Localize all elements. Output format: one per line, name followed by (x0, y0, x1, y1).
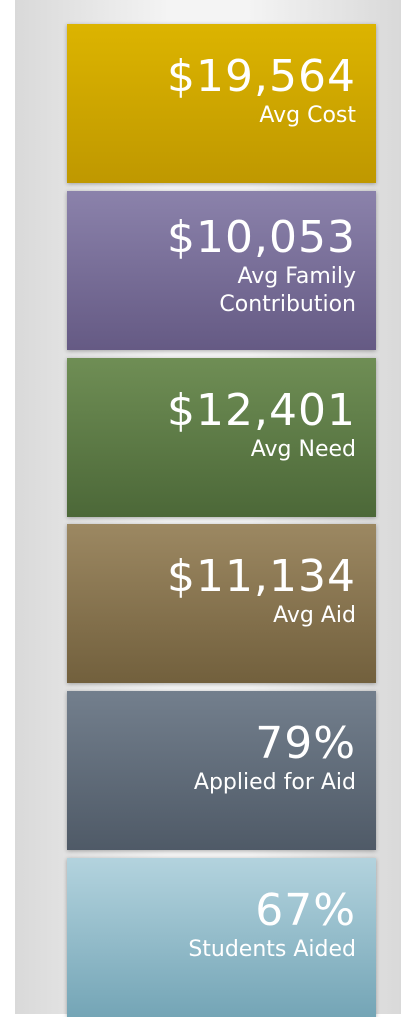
stat-label: Avg Aid (273, 603, 356, 628)
stat-value: 67% (255, 885, 356, 936)
stat-value: $19,564 (167, 51, 356, 102)
stat-value: $12,401 (167, 385, 356, 436)
stat-tile: $10,053 Avg Family Contribution (67, 191, 376, 350)
stat-tile: $19,564 Avg Cost (67, 24, 376, 183)
stat-tile: 67% Students Aided (67, 858, 376, 1017)
stat-label: Avg Cost (259, 103, 356, 128)
stat-tile: 79% Applied for Aid (67, 691, 376, 850)
stat-tile: $12,401 Avg Need (67, 358, 376, 517)
stat-value: 79% (255, 718, 356, 769)
stat-tile: $11,134 Avg Aid (67, 524, 376, 683)
stat-value: $11,134 (167, 551, 356, 602)
stat-label: Avg Family Contribution (219, 264, 356, 317)
stat-value: $10,053 (167, 212, 356, 263)
stat-label: Students Aided (188, 937, 356, 962)
stat-label: Applied for Aid (193, 770, 356, 795)
stat-label: Avg Need (250, 437, 356, 462)
